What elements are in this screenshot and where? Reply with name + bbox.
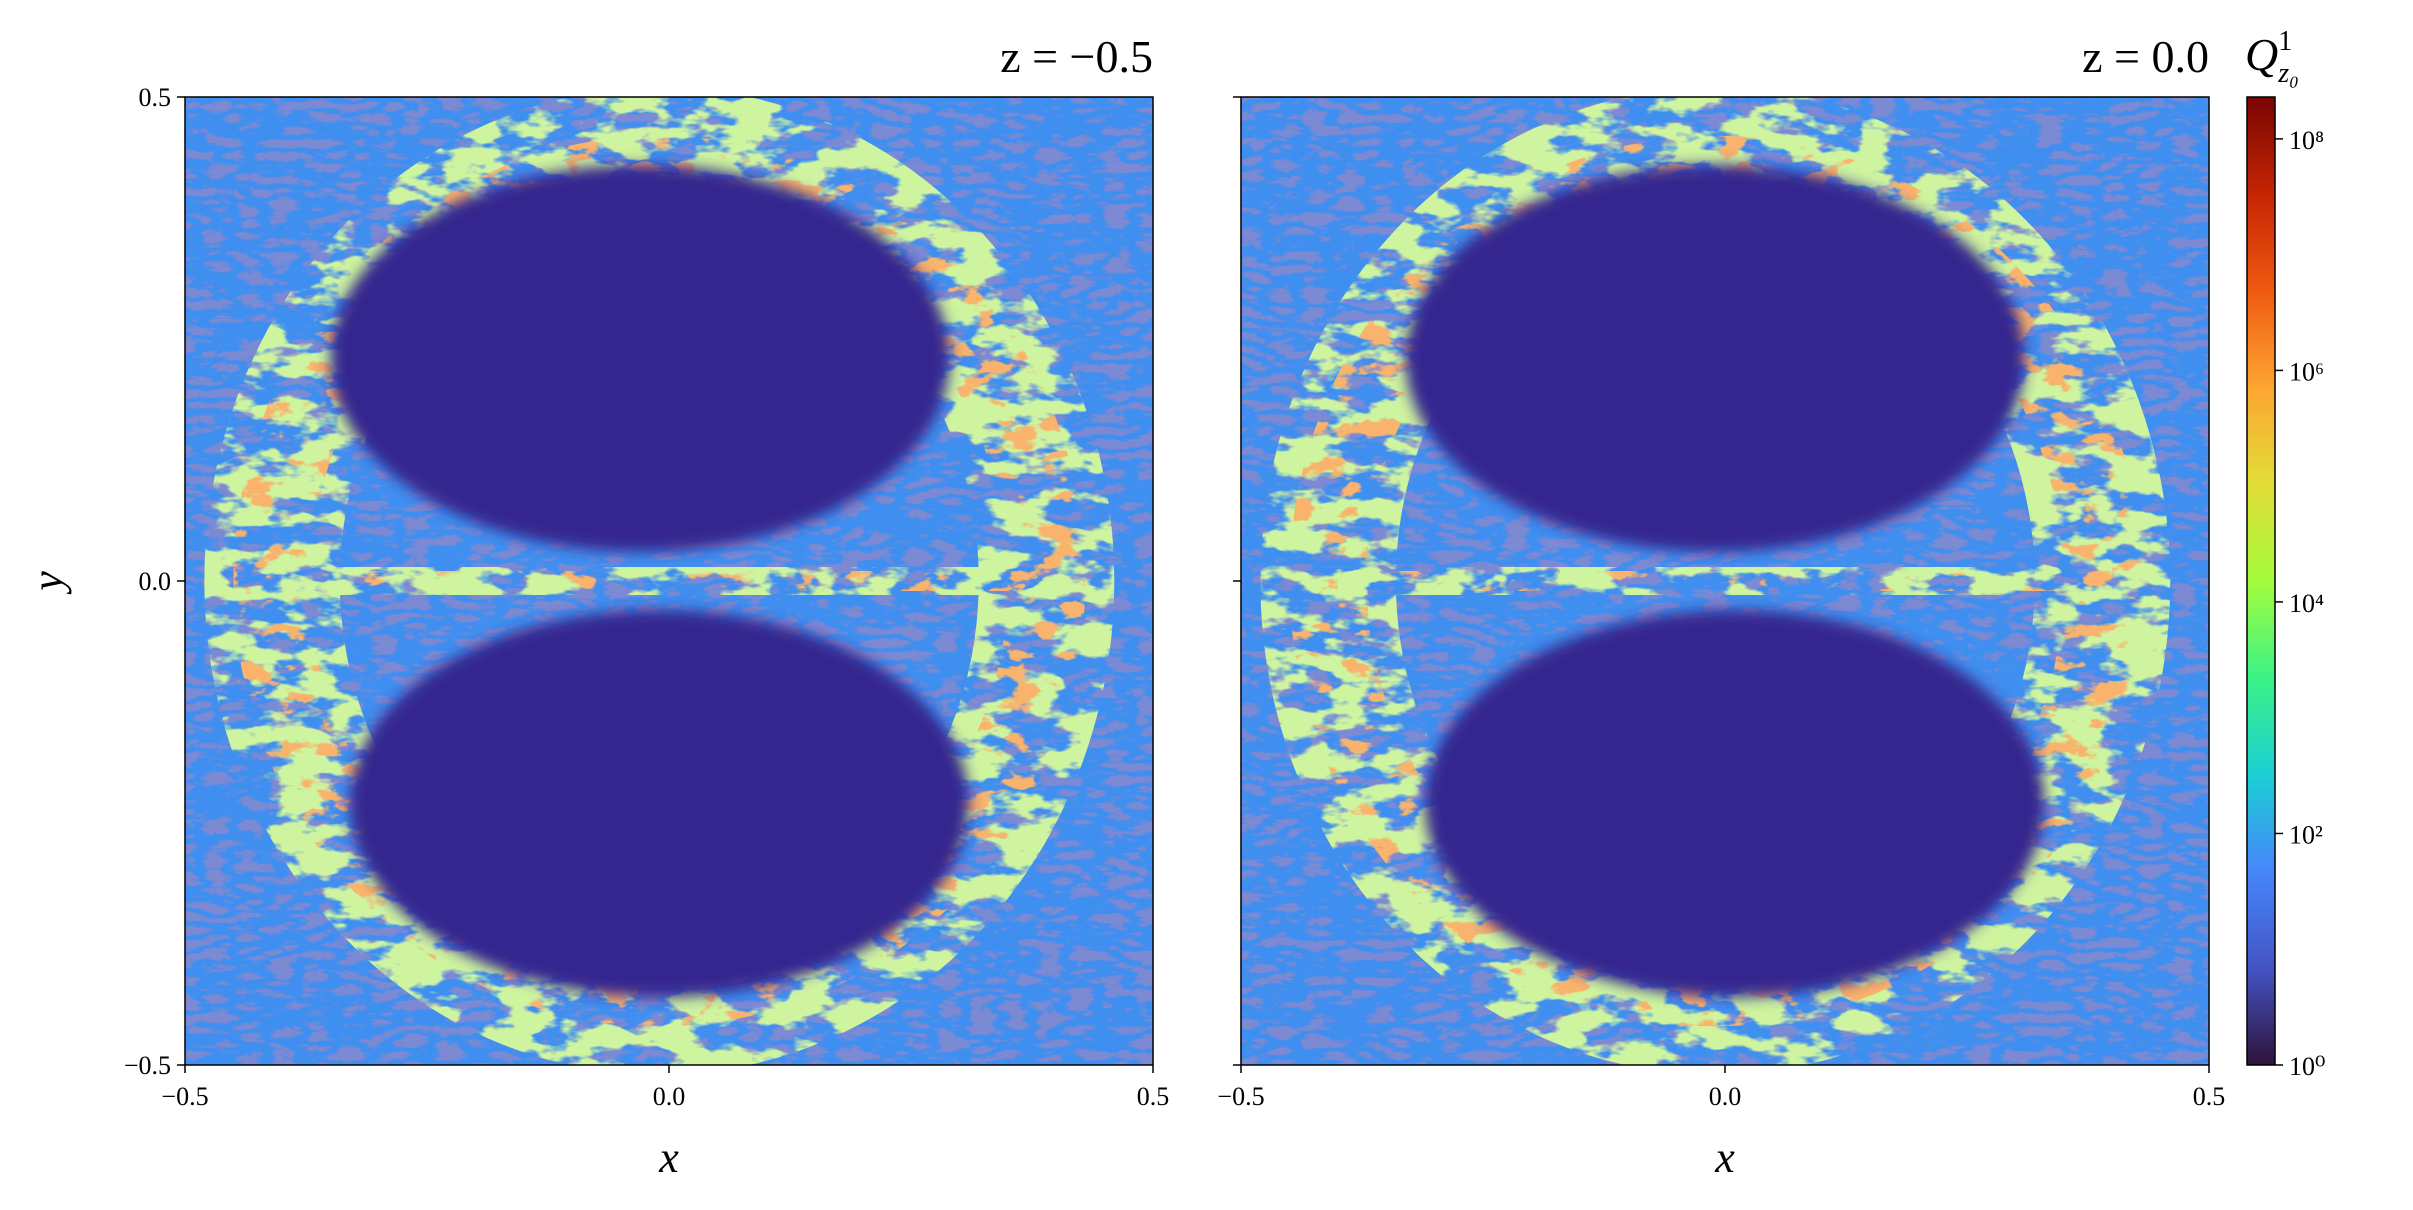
colorbar-tick-label: 10⁸ <box>2289 126 2324 155</box>
colorbar-tick-label: 10⁴ <box>2289 589 2324 618</box>
panel-title: z = 0.0 <box>2082 31 2209 82</box>
vortex-core <box>1424 610 2045 998</box>
colorbar <box>2246 96 2276 1066</box>
y-axis-label: y <box>23 571 72 595</box>
x-tick-label: 0.0 <box>1709 1082 1742 1111</box>
vortex-core <box>330 164 950 552</box>
y-tick-label: 0.5 <box>139 83 172 112</box>
vortex-core <box>1405 164 2026 552</box>
x-tick-label: −0.5 <box>161 1082 208 1111</box>
y-tick-label: −0.5 <box>124 1051 171 1080</box>
y-tick-label: 0.0 <box>139 567 172 596</box>
heatmap-field <box>1241 97 2209 1065</box>
colorbar-label-sub: z₀ <box>2277 58 2299 89</box>
vortex-core <box>349 610 970 998</box>
colorbar-tick-label: 10² <box>2289 820 2323 849</box>
colorbar-tick-label: 10⁰ <box>2289 1052 2325 1081</box>
colorbar-label-sup: 1 <box>2278 26 2292 57</box>
x-tick-label: −0.5 <box>1217 1082 1264 1111</box>
shear-layer-green <box>1337 567 2113 595</box>
colorbar-label: Q1 z₀ <box>2245 26 2299 89</box>
x-axis-label: x <box>658 1133 679 1182</box>
x-tick-label: 0.0 <box>653 1082 686 1111</box>
x-tick-label: 0.5 <box>2193 1082 2226 1111</box>
heatmap-field <box>185 97 1153 1065</box>
shear-layer-green <box>281 567 1057 595</box>
x-tick-label: 0.5 <box>1137 1082 1170 1111</box>
panel-title: z = −0.5 <box>1000 31 1153 82</box>
colorbar-label-main: Q <box>2245 29 2278 80</box>
colorbar-tick-label: 10⁶ <box>2289 357 2324 386</box>
x-axis-label: x <box>1714 1133 1735 1182</box>
